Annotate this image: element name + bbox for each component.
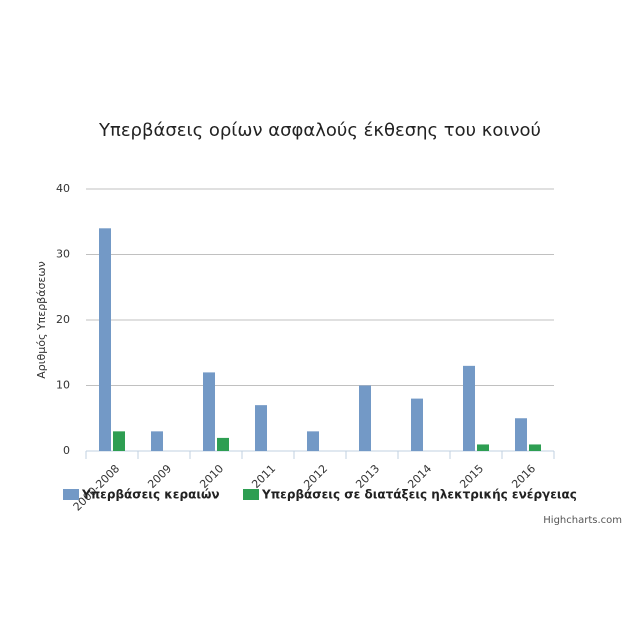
y-tick-label: 0 xyxy=(63,444,70,457)
bar xyxy=(217,437,229,451)
bar xyxy=(151,431,163,451)
bar xyxy=(99,228,111,451)
y-tick-label: 10 xyxy=(56,379,70,392)
bar xyxy=(359,385,371,451)
bar xyxy=(113,431,125,451)
bar xyxy=(515,418,527,451)
bar xyxy=(307,431,319,451)
chart-title: Υπερβάσεις ορίων ασφαλούς έκθεσης του κο… xyxy=(98,120,541,141)
legend-label[interactable]: Υπερβάσεις κεραιών xyxy=(81,488,220,502)
y-tick-label: 40 xyxy=(56,182,70,195)
legend-label[interactable]: Υπερβάσεις σε διατάξεις ηλεκτρικής ενέργ… xyxy=(261,488,577,502)
y-tick-label: 20 xyxy=(56,313,70,326)
legend-symbol[interactable] xyxy=(63,489,79,500)
credits[interactable]: Highcharts.com xyxy=(543,515,622,526)
bar xyxy=(463,365,475,451)
y-axis-title: Αριθμός Υπερβάσεων xyxy=(35,261,48,378)
bar xyxy=(529,444,541,451)
bar xyxy=(477,444,489,451)
y-tick-label: 30 xyxy=(56,248,70,261)
bar xyxy=(411,398,423,451)
bar xyxy=(203,372,215,451)
legend-symbol[interactable] xyxy=(243,489,259,500)
bar xyxy=(255,405,267,451)
